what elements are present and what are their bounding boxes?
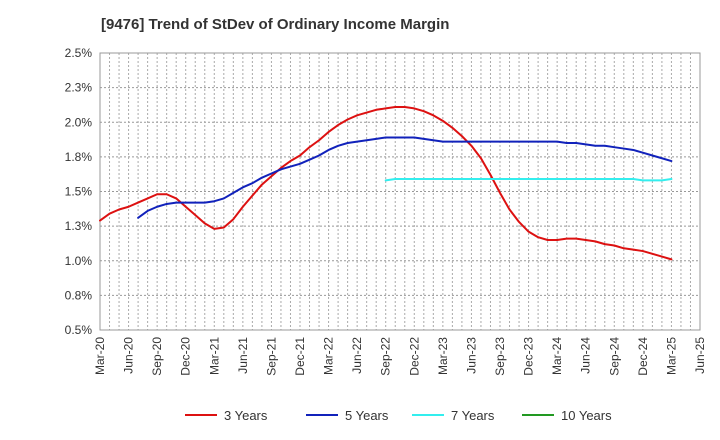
y-tick-label: 1.8% bbox=[65, 150, 93, 164]
x-tick-label: Mar-22 bbox=[322, 337, 336, 375]
series-line-7-years bbox=[384, 178, 673, 182]
plot-area bbox=[99, 52, 701, 331]
chart-title: [9476] Trend of StDev of Ordinary Income… bbox=[101, 16, 449, 33]
series-lines bbox=[99, 106, 673, 261]
x-tick-label: Dec-21 bbox=[293, 337, 307, 376]
series-line-5-years bbox=[137, 136, 673, 219]
x-tick-label: Jun-24 bbox=[579, 337, 593, 374]
y-tick-label: 2.3% bbox=[65, 81, 93, 95]
x-tick-label: Mar-21 bbox=[207, 337, 221, 375]
legend-label: 7 Years bbox=[451, 408, 495, 423]
x-tick-label: Jun-21 bbox=[236, 337, 250, 374]
grid bbox=[100, 53, 700, 330]
y-tick-label: 1.0% bbox=[65, 254, 93, 268]
x-tick-label: Dec-22 bbox=[407, 337, 421, 376]
legend-label: 5 Years bbox=[345, 408, 389, 423]
y-axis-ticks: 0.5% 0.8% 1.0% 1.3% 1.5% 1.8% 2.0% 2.3% 2.5% bbox=[65, 46, 93, 337]
y-tick-label: 2.5% bbox=[65, 46, 93, 60]
y-tick-label: 1.5% bbox=[65, 185, 93, 199]
x-tick-label: Jun-23 bbox=[464, 337, 478, 374]
x-tick-label: Jun-25 bbox=[693, 337, 707, 374]
x-tick-label: Mar-24 bbox=[550, 337, 564, 375]
y-tick-label: 2.0% bbox=[65, 115, 93, 129]
x-tick-label: Dec-23 bbox=[522, 337, 536, 376]
y-tick-label: 0.5% bbox=[65, 323, 93, 337]
x-axis-ticks: Mar-20 Jun-20 Sep-20 Dec-20 Mar-21 Jun-21 Sep-… bbox=[93, 337, 707, 376]
x-tick-label: Mar-20 bbox=[93, 337, 107, 375]
x-tick-label: Sep-22 bbox=[379, 337, 393, 376]
series-line-3-years bbox=[99, 106, 673, 261]
x-tick-label: Mar-23 bbox=[436, 337, 450, 375]
y-tick-label: 0.8% bbox=[65, 288, 93, 302]
x-tick-label: Jun-20 bbox=[122, 337, 136, 374]
legend-label: 10 Years bbox=[561, 408, 612, 423]
legend: 3 Years 5 Years 7 Years 10 Years bbox=[185, 408, 612, 423]
legend-label: 3 Years bbox=[224, 408, 268, 423]
x-tick-label: Sep-23 bbox=[493, 337, 507, 376]
x-tick-label: Jun-22 bbox=[350, 337, 364, 374]
x-tick-label: Sep-24 bbox=[607, 337, 621, 376]
x-tick-label: Sep-20 bbox=[150, 337, 164, 376]
x-tick-label: Dec-20 bbox=[179, 337, 193, 376]
x-tick-label: Sep-21 bbox=[264, 337, 278, 376]
x-tick-label: Dec-24 bbox=[636, 337, 650, 376]
y-tick-label: 1.3% bbox=[65, 219, 93, 233]
x-tick-label: Mar-25 bbox=[664, 337, 678, 375]
